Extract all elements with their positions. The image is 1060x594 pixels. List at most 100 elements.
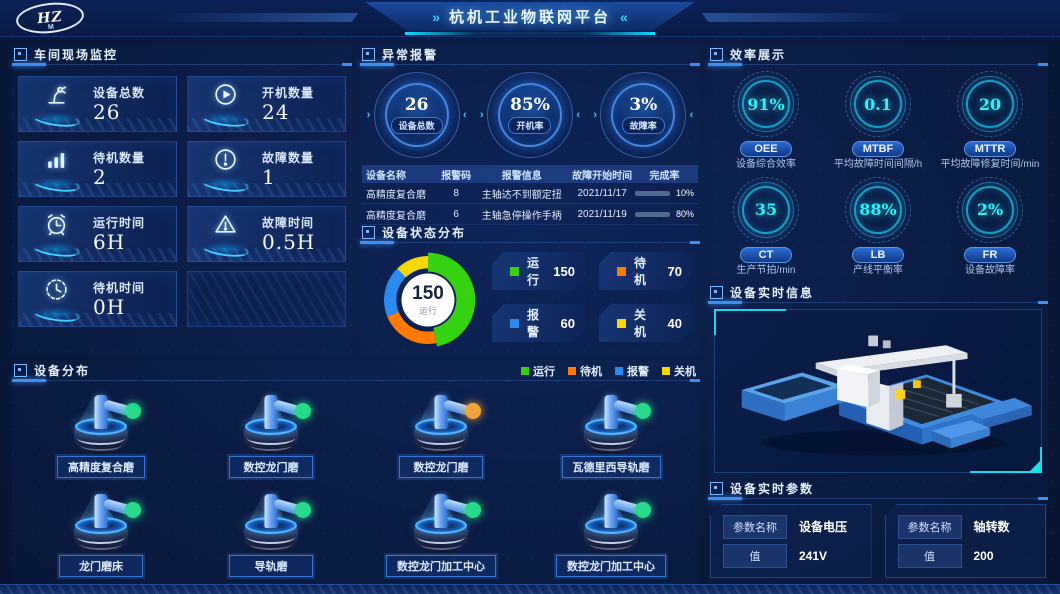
progress-label: 80% (675, 209, 694, 219)
badge-device-total: › 26 设备总数 ‹ (367, 72, 467, 158)
icon-pedestal (32, 242, 80, 256)
gauge-code: OEE (740, 141, 792, 157)
gauge-code: CT (740, 246, 792, 263)
machine-label[interactable]: 高精度复合磨 (57, 456, 145, 478)
bars-icon (47, 153, 64, 168)
gauge-lb: 88% LB 产线平衡率 (822, 176, 934, 283)
status-ball (465, 403, 481, 419)
stat-label: 运行时间 (93, 216, 146, 230)
stat-cards: 设备总数 26 开机数量 24 待机数量 2 故障数量 1 运行时间 6H 故障时间 0.5 (18, 76, 346, 352)
gauge-grid: 91% OEE 设备综合效率 0.1 MTBF 平均故障时间间隔/h 20 MTTR 平均故… (710, 71, 1046, 282)
machine-icon[interactable] (59, 388, 143, 454)
legend-swatch (521, 367, 529, 375)
gauge-value: 91% (747, 94, 785, 114)
machine-cell: 数控龙门加工中心 (526, 483, 696, 582)
machine-icon[interactable] (59, 487, 143, 553)
legend-item: 关机 (662, 363, 696, 379)
arrow-left-icon: ‹ (689, 109, 694, 121)
machine-icon[interactable] (399, 487, 483, 553)
alarm-clock-icon (47, 214, 65, 236)
icon-pedestal (32, 112, 80, 126)
panel-realtime-params: 设备实时参数 参数名称 设备电压 值 241V 参数名称 轴转数 值 200 (708, 478, 1048, 586)
status-ball (125, 403, 141, 419)
legend-label: 待机 (634, 256, 648, 287)
panel-abnormal-alarms: 异常报警 › 26 设备总数 ‹ › 85% 开机率 ‹ › 3% 故障率 ‹ 设备名… (360, 44, 700, 225)
machine-label[interactable]: 瓦德里西导轨磨 (561, 456, 661, 478)
legend-label: 待机 (580, 366, 602, 378)
machine-icon[interactable] (569, 487, 653, 553)
legend-swatch (662, 367, 670, 375)
logo-subtext: M (47, 23, 55, 32)
alarm-table-header: 设备名称 报警码 报警信息 故障开始时间 完成率 (362, 165, 698, 183)
stat-label: 开机数量 (262, 86, 315, 100)
header-decor-right (701, 13, 909, 22)
gauge-fr: 2% FR 设备故障率 (934, 176, 1046, 283)
machine-label[interactable]: 数控龙门磨 (399, 456, 483, 478)
machine-grid: 高精度复合磨 数控龙门磨 数控龙门磨 瓦德里西导轨磨 龙门磨床 导轨磨 (16, 384, 696, 582)
machine-icon[interactable] (399, 388, 483, 454)
machine-label[interactable]: 数控龙门加工中心 (386, 555, 496, 577)
badge-value: 26 (404, 94, 429, 115)
stat-card-standby-time: 待机时间 0H (18, 271, 177, 327)
icon-pedestal (32, 307, 80, 321)
arrow-right-icon: › (366, 109, 371, 121)
panel-marker-icon (710, 285, 723, 299)
machine-icon[interactable] (229, 388, 313, 454)
machine-label[interactable]: 数控龙门加工中心 (556, 555, 666, 577)
legend-swatch (568, 367, 576, 375)
table-row[interactable]: 高精度复合磨 8 主轴达不到额定扭 2021/11/17 10% (362, 183, 698, 204)
machine-3d-view[interactable] (714, 309, 1042, 473)
gauge-desc: 平均故障时间间隔/h (833, 159, 923, 170)
machine-icon[interactable] (569, 388, 653, 454)
machine-cell: 数控龙门磨 (186, 384, 356, 483)
machine-3d-image (741, 335, 1032, 456)
icon-pedestal (201, 177, 249, 191)
legend-swatch (615, 367, 623, 375)
legend-swatch (617, 319, 626, 328)
logo[interactable]: HZ M (14, 0, 86, 37)
badge-fault-rate: › 3% 故障率 ‹ (593, 72, 693, 158)
param-card-voltage: 参数名称 设备电压 值 241V (710, 504, 872, 578)
status-legend: 运行 150 待机 70 报警 60 关机 40 (492, 252, 692, 342)
badge-power-on-rate: › 85% 开机率 ‹ (480, 72, 580, 158)
legend-label: 报警 (627, 366, 649, 378)
stat-label: 故障数量 (262, 151, 315, 165)
machine-cell: 龙门磨床 (16, 483, 186, 582)
panel-marker-icon (362, 47, 375, 61)
legend-value: 150 (553, 263, 575, 279)
cell-message: 主轴急停操作手柄 (481, 210, 562, 222)
legend-label: 运行 (527, 256, 541, 287)
col-header: 报警码 (441, 170, 472, 182)
stat-value: 0.5H (262, 230, 316, 254)
panel-marker-icon (710, 481, 723, 495)
machine-label[interactable]: 导轨磨 (229, 555, 313, 577)
stat-card-run-time: 运行时间 6H (18, 206, 177, 262)
donut-center-label: 运行 (418, 305, 437, 316)
machine-icon[interactable] (229, 487, 313, 553)
panel-title: 车间现场监控 (34, 47, 119, 62)
gauge-code: MTTR (963, 141, 1017, 157)
cell-device: 高精度复合磨 (366, 210, 426, 222)
gauge-value: 20 (978, 94, 1002, 114)
machine-cell: 导轨磨 (186, 483, 356, 582)
stat-label: 设备总数 (93, 86, 146, 100)
param-value: 200 (973, 549, 994, 564)
alarm-table: 设备名称 报警码 报警信息 故障开始时间 完成率 高精度复合磨 8 主轴达不到额… (360, 165, 700, 225)
panel-title: 效率展示 (730, 47, 787, 62)
param-name-label: 参数名称 (897, 514, 962, 539)
table-row[interactable]: 高精度复合磨 6 主轴急停操作手柄 2021/11/19 80% (362, 204, 698, 225)
progress-bar (634, 190, 670, 196)
panel-marker-icon (710, 47, 723, 61)
legend-item: 待机 (568, 363, 602, 379)
param-name: 轴转数 (973, 520, 1010, 535)
machine-label[interactable]: 数控龙门磨 (229, 456, 313, 478)
robot-arm-icon (47, 86, 66, 104)
badge-value: 3% (629, 94, 658, 115)
machine-label[interactable]: 龙门磨床 (59, 555, 143, 577)
status-ball (295, 403, 311, 419)
col-header: 完成率 (649, 170, 680, 182)
corner-accent (1030, 461, 1040, 471)
cell-start-time: 2021/11/17 (577, 187, 627, 199)
stat-label: 待机数量 (93, 151, 146, 165)
